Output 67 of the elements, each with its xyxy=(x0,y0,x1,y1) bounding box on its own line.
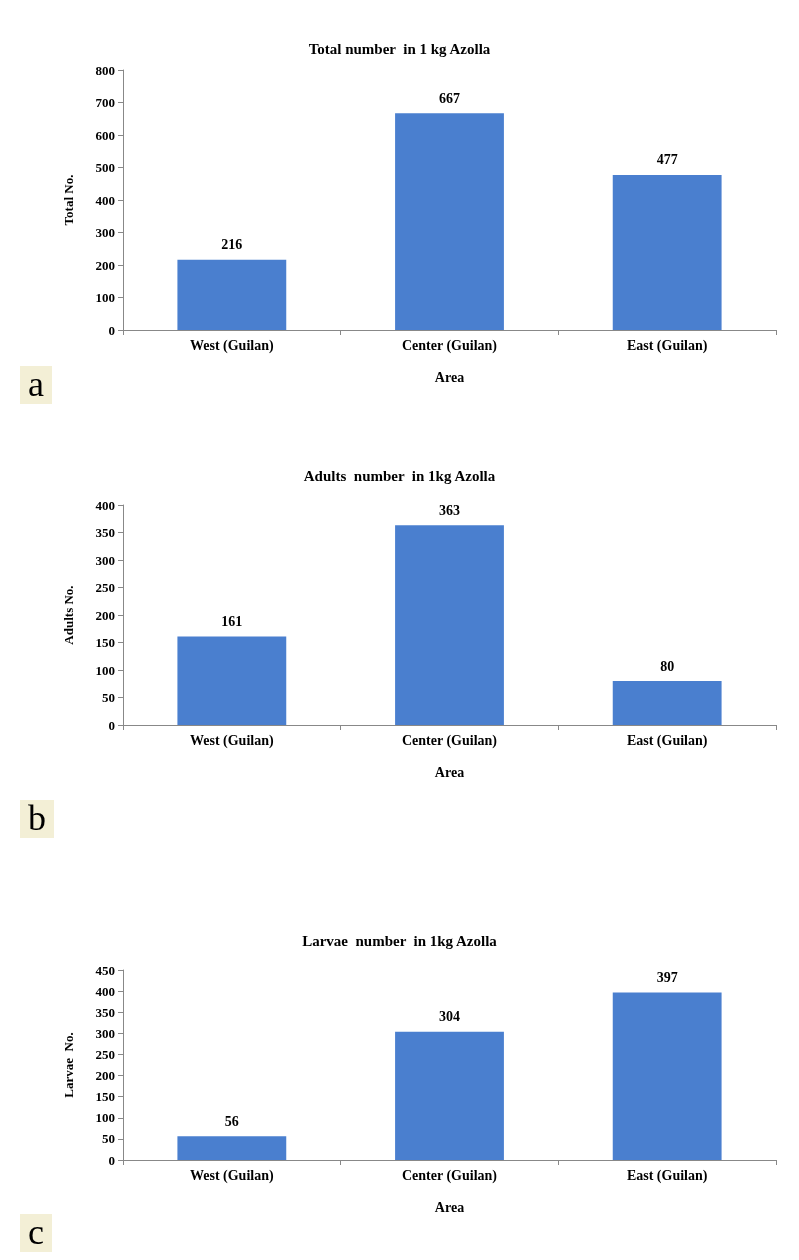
y-tick-label: 400 xyxy=(95,497,115,513)
bar xyxy=(612,992,722,1160)
y-tick-label: 300 xyxy=(95,552,115,568)
y-tick-label: 800 xyxy=(95,62,115,78)
y-tick-label: 0 xyxy=(108,322,115,338)
data-label: 161 xyxy=(221,613,243,629)
data-label: 216 xyxy=(221,237,243,253)
y-axis-title: Total No. xyxy=(61,174,76,226)
data-label: 80 xyxy=(660,658,675,674)
y-tick-label: 250 xyxy=(95,580,115,595)
bar xyxy=(612,681,722,725)
x-axis-title: Area xyxy=(434,1199,465,1215)
y-tick-label: 200 xyxy=(95,607,115,623)
y-axis-title: Larvae No. xyxy=(61,1032,76,1098)
y-tick-label: 350 xyxy=(95,525,115,540)
x-tick-label: East (Guilan) xyxy=(626,337,708,354)
x-tick-label: Center (Guilan) xyxy=(401,732,498,749)
x-tick-label: Center (Guilan) xyxy=(401,1167,498,1184)
x-tick-label: West (Guilan) xyxy=(190,732,274,749)
y-tick-label: 300 xyxy=(95,1025,115,1041)
text: a xyxy=(28,364,44,404)
y-tick-label: 100 xyxy=(95,1110,115,1126)
data-label: 667 xyxy=(439,90,460,106)
x-tick-label: West (Guilan) xyxy=(190,337,274,354)
data-label: 56 xyxy=(224,1113,239,1129)
chart-title: Larvae number in 1kg Azolla xyxy=(302,932,498,949)
bar xyxy=(177,636,287,725)
bar xyxy=(177,1136,287,1160)
y-tick-label: 300 xyxy=(95,225,115,240)
chart-title: Adults number in 1kg Azolla xyxy=(303,467,496,484)
y-tick-label: 400 xyxy=(95,983,115,999)
text: b xyxy=(28,798,46,838)
y-tick-label: 450 xyxy=(95,962,115,978)
data-label: 397 xyxy=(656,969,678,985)
y-tick-label: 150 xyxy=(95,1089,115,1105)
y-tick-label: 250 xyxy=(95,1046,115,1062)
y-tick-label: 350 xyxy=(95,1004,115,1020)
bar xyxy=(395,113,504,330)
chart-title: Total number in 1 kg Azolla xyxy=(308,40,491,57)
x-tick-label: East (Guilan) xyxy=(626,1167,708,1184)
bar xyxy=(395,1031,504,1160)
y-tick-label: 0 xyxy=(108,1152,115,1168)
y-tick-label: 600 xyxy=(95,127,115,143)
y-tick-label: 50 xyxy=(102,1131,115,1147)
bar xyxy=(395,525,504,725)
x-tick-label: Center (Guilan) xyxy=(401,337,498,354)
data-label: 363 xyxy=(439,502,460,518)
x-tick-label: West (Guilan) xyxy=(190,1167,274,1184)
y-tick-label: 200 xyxy=(95,257,115,273)
y-tick-label: 500 xyxy=(95,160,115,175)
y-tick-label: 50 xyxy=(102,690,115,705)
y-axis-title: Adults No. xyxy=(61,585,76,645)
text: c xyxy=(28,1212,44,1252)
y-tick-label: 400 xyxy=(95,192,115,208)
x-axis-title: Area xyxy=(434,369,465,385)
y-tick-label: 0 xyxy=(108,717,115,733)
data-label: 304 xyxy=(439,1009,460,1025)
y-tick-label: 150 xyxy=(95,635,115,650)
x-axis-title: Area xyxy=(434,764,465,780)
y-tick-label: 100 xyxy=(95,662,115,678)
bar xyxy=(177,259,287,330)
data-label: 477 xyxy=(656,152,678,168)
y-tick-label: 200 xyxy=(95,1068,115,1084)
bar xyxy=(612,174,722,330)
y-tick-label: 100 xyxy=(95,290,115,305)
y-tick-label: 700 xyxy=(95,95,115,110)
x-tick-label: East (Guilan) xyxy=(626,732,708,749)
